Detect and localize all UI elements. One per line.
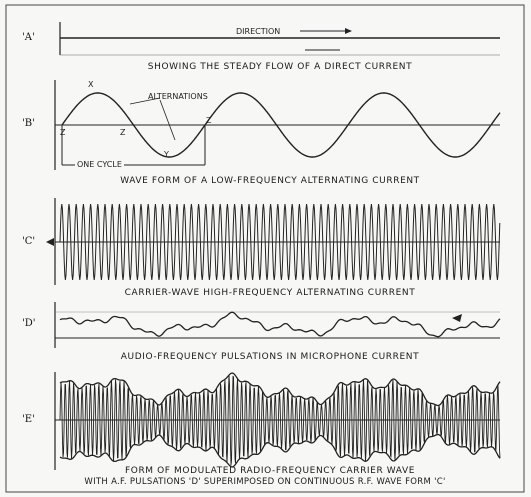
panel-c-label: 'C' xyxy=(22,236,36,247)
panel-e-caption-line-1: FORM OF MODULATED RADIO-FREQUENCY CARRIE… xyxy=(124,466,416,476)
panel-e-caption-line-2: WITH A.F. PULSATIONS 'D' SUPERIMPOSED ON… xyxy=(84,477,446,487)
panel-c-carrier-wave xyxy=(46,198,501,285)
carrier-wave-trace xyxy=(59,203,501,281)
panel-a-label: 'A' xyxy=(22,32,35,43)
panel-e-label: 'E' xyxy=(22,414,35,425)
modulation-envelope-top xyxy=(59,372,501,407)
zero-label-z1: Z xyxy=(60,128,66,137)
modulation-envelope-bottom xyxy=(59,433,501,468)
panel-b-low-frequency-ac xyxy=(54,80,501,170)
zero-label-z3: Z xyxy=(206,116,212,125)
direction-label: DIRECTION xyxy=(236,27,281,36)
panel-a-direct-current xyxy=(59,22,500,56)
modulated-wave-trace xyxy=(59,375,501,466)
figure-border xyxy=(5,4,525,493)
panel-d-label: 'D' xyxy=(22,318,36,329)
panel-b-caption: WAVE FORM OF A LOW-FREQUENCY ALTERNATING… xyxy=(120,176,420,186)
panel-c-caption: CARRIER-WAVE HIGH-FREQUENCY ALTERNATING … xyxy=(124,288,416,298)
audio-pulsation-trace xyxy=(59,311,501,338)
panel-e-modulated-wave xyxy=(54,372,501,470)
panel-c-marker xyxy=(46,238,54,246)
panel-a-caption: SHOWING THE STEADY FLOW OF A DIRECT CURR… xyxy=(147,62,413,72)
panel-d-marker xyxy=(452,314,462,322)
low-frequency-sine-wave xyxy=(61,92,501,158)
zero-label-z2: Z xyxy=(120,128,126,137)
panel-d-caption: AUDIO-FREQUENCY PULSATIONS IN MICROPHONE… xyxy=(120,352,420,362)
alternations-label: ALTERNATIONS xyxy=(148,92,208,101)
alternations-pointer-2 xyxy=(159,99,176,141)
direction-arrowhead xyxy=(345,28,352,34)
one-cycle-label: ONE CYCLE xyxy=(75,160,124,169)
peak-label-x: X xyxy=(88,80,94,89)
panel-d-audio-frequency xyxy=(54,302,501,348)
trough-label-y: Y xyxy=(164,150,169,159)
alternations-pointer-1 xyxy=(129,97,161,105)
panel-b-label: 'B' xyxy=(22,118,35,129)
